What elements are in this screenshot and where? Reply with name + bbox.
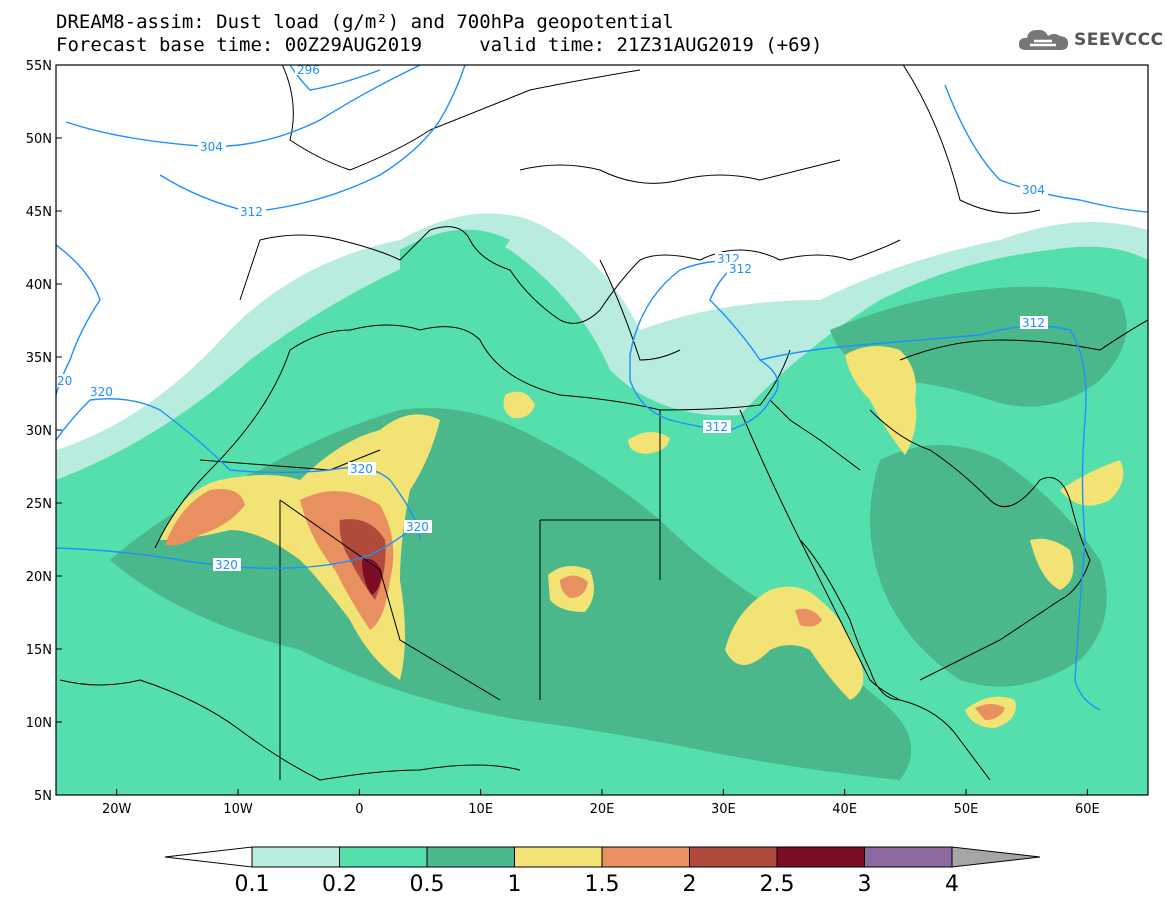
lat-tick-label: 15N bbox=[26, 643, 52, 658]
dust-level-0.2-italy bbox=[400, 229, 510, 300]
contour-312-east bbox=[759, 325, 1101, 711]
lat-tick-label: 40N bbox=[26, 278, 52, 293]
contour-label-312-med-c: 312 bbox=[729, 262, 752, 276]
colorbar-label: 3 bbox=[858, 872, 872, 897]
contour-312-west bbox=[159, 65, 466, 213]
colorbar-label: 0.1 bbox=[235, 872, 270, 897]
dust-level-1-sudan bbox=[725, 586, 864, 700]
colorbar-swatch bbox=[514, 846, 603, 868]
contour-label-296: 296 bbox=[297, 63, 320, 77]
colorbar-label: 1.5 bbox=[585, 872, 620, 897]
colorbar: 0.1 0.2 0.5 1 1.5 2 2.5 3 4 bbox=[164, 846, 1041, 897]
contour-label-312-east: 312 bbox=[1022, 316, 1045, 330]
contour-label-320-b: 320 bbox=[350, 462, 373, 476]
colorbar-under-triangle bbox=[164, 846, 253, 868]
contour-label-312-west: 312 bbox=[240, 205, 263, 219]
lat-tick-label: 5N bbox=[34, 789, 52, 804]
colorbar-swatch bbox=[251, 846, 340, 868]
colorbar-swatch bbox=[689, 846, 778, 868]
lat-tick-label: 30N bbox=[26, 424, 52, 439]
lon-tick-label: 60E bbox=[1075, 802, 1100, 817]
lon-tick-label: 50E bbox=[954, 802, 979, 817]
contour-label-20: 20 bbox=[57, 374, 72, 388]
dust-level-1-oman bbox=[1030, 538, 1074, 590]
dust-level-1-libya bbox=[503, 391, 535, 419]
colorbar-swatch bbox=[339, 846, 428, 868]
longitude-axis: 20W 10W 0 10E 20E 30E 40E 50E 60E bbox=[102, 789, 1100, 817]
logo-text: SEEVCCC bbox=[1074, 30, 1164, 50]
colorbar-swatch bbox=[426, 846, 515, 868]
lat-tick-label: 50N bbox=[26, 132, 52, 147]
lon-tick-label: 10W bbox=[223, 802, 253, 817]
colorbar-label: 2 bbox=[683, 872, 697, 897]
colorbar-over-triangle bbox=[951, 846, 1041, 868]
lat-tick-label: 45N bbox=[26, 205, 52, 220]
lat-tick-label: 55N bbox=[26, 59, 52, 74]
contour-320-west bbox=[56, 398, 421, 541]
contour-label-320-d: 320 bbox=[215, 558, 238, 572]
lat-tick-label: 25N bbox=[26, 497, 52, 512]
contour-label-304-west: 304 bbox=[200, 140, 223, 154]
lon-tick-label: 0 bbox=[355, 802, 363, 817]
forecast-times: Forecast base time: 00Z29AUG2019 valid t… bbox=[56, 34, 823, 56]
seevccc-logo: SEEVCCC bbox=[1018, 26, 1164, 54]
lon-tick-label: 30E bbox=[711, 802, 736, 817]
map-title: DREAM8-assim: Dust load (g/m²) and 700hP… bbox=[56, 11, 674, 33]
dust-load-field bbox=[56, 65, 1148, 795]
colorbar-label: 0.5 bbox=[410, 872, 445, 897]
contour-312-med bbox=[629, 260, 779, 431]
contour-320-south bbox=[56, 524, 416, 570]
colorbar-label: 1 bbox=[508, 872, 522, 897]
dust-level-1.5-chad bbox=[560, 575, 588, 598]
colorbar-swatch bbox=[776, 846, 865, 868]
dust-level-1.5-sahara bbox=[165, 489, 245, 546]
lon-tick-label: 20E bbox=[590, 802, 615, 817]
contour-304-west bbox=[65, 65, 421, 148]
colorbar-swatch bbox=[601, 846, 690, 868]
dust-level-1-gulf bbox=[1060, 460, 1124, 506]
dust-level-1.5-somalia bbox=[975, 704, 1005, 720]
colorbar-label: 4 bbox=[945, 872, 959, 897]
lon-tick-label: 10E bbox=[468, 802, 493, 817]
contour-label-320-a: 320 bbox=[90, 385, 113, 399]
lat-tick-label: 10N bbox=[26, 716, 52, 731]
country-borders bbox=[59, 65, 1148, 781]
dust-level-0.5-arabia-south bbox=[870, 445, 1107, 687]
contour-label-320-c: 320 bbox=[406, 520, 429, 534]
lat-tick-label: 20N bbox=[26, 570, 52, 585]
dust-level-1-iraq bbox=[845, 346, 917, 455]
colorbar-swatch bbox=[864, 846, 953, 868]
colorbar-label: 0.2 bbox=[322, 872, 357, 897]
lat-tick-label: 35N bbox=[26, 351, 52, 366]
dust-level-1.5-ethiopia bbox=[795, 608, 822, 627]
cloud-logo-icon bbox=[1018, 29, 1069, 50]
lon-tick-label: 20W bbox=[102, 802, 132, 817]
contour-label-304-east: 304 bbox=[1022, 183, 1045, 197]
contour-label-312-med-a: 312 bbox=[705, 420, 728, 434]
latitude-axis: 5N 10N 15N 20N 25N 30N 35N 40N 45N 50N 55N bbox=[26, 59, 62, 804]
contour-label-group: 296 304 312 320 320 320 320 312 312 312 … bbox=[56, 63, 1048, 572]
colorbar-label: 2.5 bbox=[760, 872, 795, 897]
lon-tick-label: 40E bbox=[832, 802, 857, 817]
